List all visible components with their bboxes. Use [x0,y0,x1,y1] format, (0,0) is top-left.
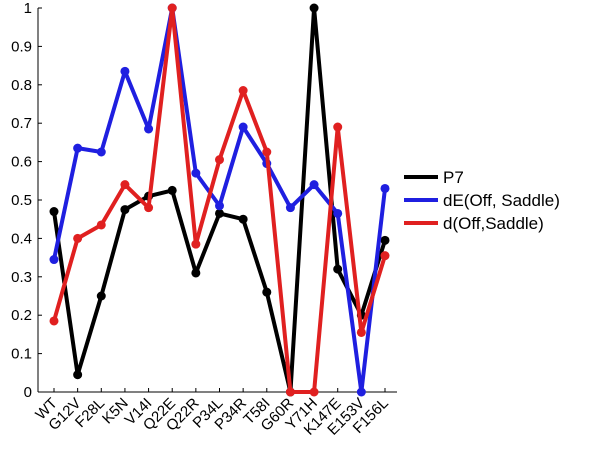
data-point [285,203,295,213]
data-point [309,3,319,13]
series-layer [49,3,390,397]
data-point [238,122,248,132]
y-tick-label: 0.6 [11,154,32,171]
y-tick-label: 0.4 [11,230,32,247]
data-point [238,86,248,96]
data-point [73,233,83,243]
data-point [262,287,272,297]
data-point [215,201,224,211]
data-point [356,327,366,337]
data-point [191,239,201,249]
data-point [144,203,154,213]
data-point [215,208,224,218]
y-axis-ticks: 0 0.1 0.2 0.3 0.4 0.5 0.6 0.7 0.8 0.9 1 [11,0,42,401]
legend-label: P7 [443,168,464,187]
data-point [73,143,83,153]
y-tick-label: 0.2 [11,307,32,324]
y-tick-label: 0.9 [11,38,32,55]
legend-label: dE(Off, Saddle) [443,191,560,210]
y-tick-label: 0.7 [11,115,32,132]
series-2 [49,3,390,397]
y-tick-label: 0.1 [11,346,32,363]
data-point [238,214,248,224]
data-point [380,235,390,245]
data-point [262,147,272,157]
data-point [73,370,83,380]
data-point [309,180,319,190]
series-line [52,6,387,394]
data-point [333,122,343,132]
data-point [120,66,130,76]
data-point [49,255,59,265]
data-point [380,183,390,193]
legend: P7 dE(Off, Saddle) d(Off,Saddle) [404,168,560,233]
y-tick-label: 0.3 [11,269,32,286]
data-point [356,387,366,397]
y-tick-label: 0.8 [11,77,32,94]
data-point [333,208,343,218]
data-point [96,147,106,157]
data-point [215,155,224,165]
data-point [96,291,106,301]
y-tick-label: 0.5 [11,192,32,209]
legend-label: d(Off,Saddle) [443,214,544,233]
data-point [120,180,130,190]
data-point [167,3,177,13]
data-point [49,207,59,217]
x-axis-ticks: WTG12VF28LK5NV14IQ22EQ22RP34LP34RT58IG60… [32,388,392,439]
data-point [333,264,343,274]
series-3 [49,3,390,397]
data-point [285,387,295,397]
data-point [191,168,201,178]
data-point [49,316,59,326]
data-point [120,205,130,215]
y-tick-label: 0 [24,384,32,401]
series-1 [49,3,390,397]
data-point [191,268,201,278]
y-tick-label: 1 [24,0,32,17]
data-point [144,124,154,134]
data-point [96,220,106,230]
data-point [309,387,319,397]
data-point [380,251,390,261]
data-point [167,185,177,195]
